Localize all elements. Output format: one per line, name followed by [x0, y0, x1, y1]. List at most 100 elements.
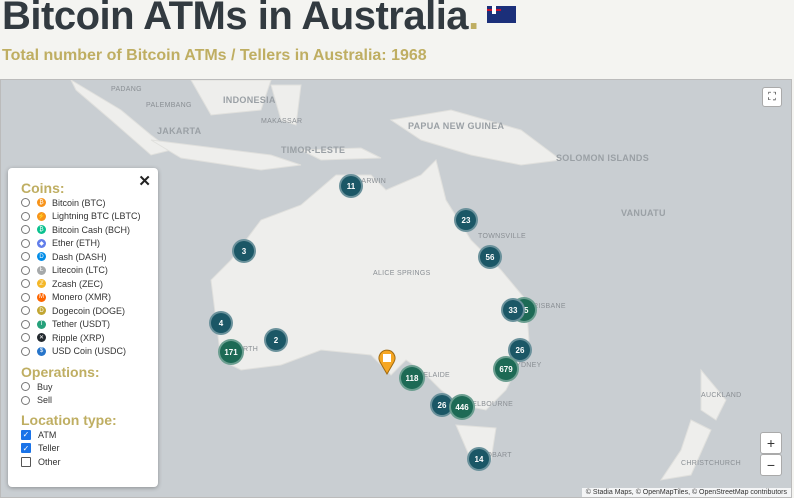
coin-option[interactable]: ₿ Bitcoin Cash (BCH) — [8, 223, 158, 237]
zoom-out-button[interactable]: − — [760, 454, 782, 476]
location-option[interactable]: Other — [8, 455, 158, 469]
operation-radio[interactable] — [21, 382, 30, 392]
location-label: ATM — [38, 429, 57, 440]
coin-label: Litecoin (LTC) — [52, 265, 108, 276]
coin-label: Dogecoin (DOGE) — [52, 305, 126, 316]
map-label: AUCKLAND — [701, 392, 742, 399]
cluster-marker[interactable]: 446 — [449, 394, 475, 420]
map-label: ALICE SPRINGS — [373, 270, 431, 277]
coin-option[interactable]: ⚡ Lightning BTC (LBTC) — [8, 210, 158, 224]
map-label: PADANG — [111, 86, 142, 93]
cluster-marker[interactable]: 11 — [339, 174, 363, 198]
coin-icon: ₿ — [37, 225, 46, 235]
coin-label: Tether (USDT) — [52, 319, 111, 330]
coin-label: Dash (DASH) — [52, 251, 107, 262]
map-label: PAPUA NEW GUINEA — [408, 121, 505, 131]
map-label: SYDNEY — [511, 362, 542, 369]
coin-option[interactable]: D Dogecoin (DOGE) — [8, 304, 158, 318]
map-label: MAKASSAR — [261, 118, 303, 125]
coins-heading: Coins: — [21, 180, 65, 196]
map-label: MELBOURNE — [466, 401, 514, 408]
location-option[interactable]: ✓ Teller — [8, 442, 158, 456]
coin-option[interactable]: M Monero (XMR) — [8, 291, 158, 305]
cluster-marker[interactable]: 171 — [218, 339, 244, 365]
location-checkbox[interactable]: ✓ — [21, 443, 31, 454]
location-checkbox[interactable] — [21, 456, 31, 467]
coin-icon: D — [37, 252, 46, 262]
coin-icon: M — [37, 292, 46, 302]
map-label: TOWNSVILLE — [478, 233, 526, 240]
coin-radio[interactable] — [21, 292, 30, 302]
cluster-marker[interactable]: 3 — [232, 239, 256, 263]
coin-option[interactable]: ℤ Zcash (ZEC) — [8, 277, 158, 291]
coin-radio[interactable] — [21, 225, 30, 235]
coin-icon: Ł — [37, 265, 46, 275]
coin-radio[interactable] — [21, 265, 30, 275]
coin-option[interactable]: ✕ Ripple (XRP) — [8, 331, 158, 345]
coin-option[interactable]: Ł Litecoin (LTC) — [8, 264, 158, 278]
coin-label: Monero (XMR) — [52, 292, 112, 303]
map-label: PERTH — [233, 346, 259, 353]
zoom-in-button[interactable]: + — [760, 432, 782, 454]
map-label: DARWIN — [356, 178, 387, 185]
coin-label: Ether (ETH) — [52, 238, 101, 249]
subtitle-total: Total number of Bitcoin ATMs / Tellers i… — [2, 47, 427, 64]
coin-icon: ℤ — [37, 279, 46, 289]
operation-option[interactable]: Buy — [8, 380, 158, 394]
map-label: HOBART — [481, 452, 512, 459]
cluster-marker[interactable]: 33 — [501, 298, 525, 322]
operation-option[interactable]: Sell — [8, 394, 158, 408]
coin-option[interactable]: D Dash (DASH) — [8, 250, 158, 264]
cluster-marker[interactable]: 23 — [454, 208, 478, 232]
map-label: INDONESIA — [223, 95, 276, 105]
coin-icon: ₿ — [37, 198, 46, 208]
cluster-marker[interactable]: 14 — [467, 447, 491, 471]
operation-label: Buy — [37, 381, 53, 392]
operation-radio[interactable] — [21, 395, 30, 405]
map-land — [70, 80, 727, 481]
coin-option[interactable]: ₿ Bitcoin (BTC) — [8, 196, 158, 210]
filter-panel: ✕ Coins: ₿ Bitcoin (BTC) ⚡ Lightning BTC (L… — [8, 168, 158, 487]
coin-label: Bitcoin Cash (BCH) — [52, 224, 131, 235]
map-label: ADELAIDE — [413, 372, 451, 379]
close-icon[interactable]: ✕ — [138, 173, 151, 190]
cluster-marker[interactable]: 4 — [209, 311, 233, 335]
operations-heading: Operations: — [21, 364, 100, 380]
coin-option[interactable]: ◆ Ether (ETH) — [8, 237, 158, 251]
location-heading: Location type: — [21, 412, 117, 428]
location-option[interactable]: ✓ ATM — [8, 428, 158, 442]
coin-radio[interactable] — [21, 211, 30, 221]
page-title: Bitcoin ATMs in Australia. — [2, 0, 516, 39]
coin-radio[interactable] — [21, 252, 30, 262]
map-label: JAKARTA — [157, 126, 202, 136]
map-label: VANUATU — [621, 208, 666, 218]
map-label: TIMOR-LESTE — [281, 145, 346, 155]
cluster-marker[interactable]: 56 — [478, 245, 502, 269]
coin-option[interactable]: $ USD Coin (USDC) — [8, 345, 158, 359]
map-attribution: © Stadia Maps, © OpenMapTiles, © OpenStr… — [581, 488, 791, 497]
cluster-marker[interactable]: 679 — [493, 356, 519, 382]
coin-icon: ✕ — [37, 333, 46, 343]
coin-radio[interactable] — [21, 279, 30, 289]
coin-label: USD Coin (USDC) — [52, 346, 127, 357]
coin-label: Lightning BTC (LBTC) — [52, 211, 141, 222]
coin-radio[interactable] — [21, 238, 30, 248]
title-dot: . — [468, 0, 479, 38]
coin-radio[interactable] — [21, 333, 30, 343]
location-checkbox[interactable]: ✓ — [21, 429, 31, 440]
location-label: Other — [38, 456, 61, 467]
coin-radio[interactable] — [21, 319, 30, 329]
cluster-marker[interactable]: 118 — [399, 365, 425, 391]
cluster-marker[interactable]: 2 — [264, 328, 288, 352]
coin-icon: D — [37, 306, 46, 316]
coin-option[interactable]: T Tether (USDT) — [8, 318, 158, 332]
australia-flag-icon — [486, 5, 516, 23]
coin-icon: ◆ — [37, 238, 46, 248]
coin-radio[interactable] — [21, 198, 30, 208]
coin-label: Bitcoin (BTC) — [52, 197, 106, 208]
coin-radio[interactable] — [21, 346, 30, 356]
fullscreen-button[interactable]: ⛶ — [762, 87, 782, 107]
coin-radio[interactable] — [21, 306, 30, 316]
title-text: Bitcoin ATMs in Australia — [2, 0, 469, 38]
atm-pin-icon[interactable] — [378, 349, 396, 375]
